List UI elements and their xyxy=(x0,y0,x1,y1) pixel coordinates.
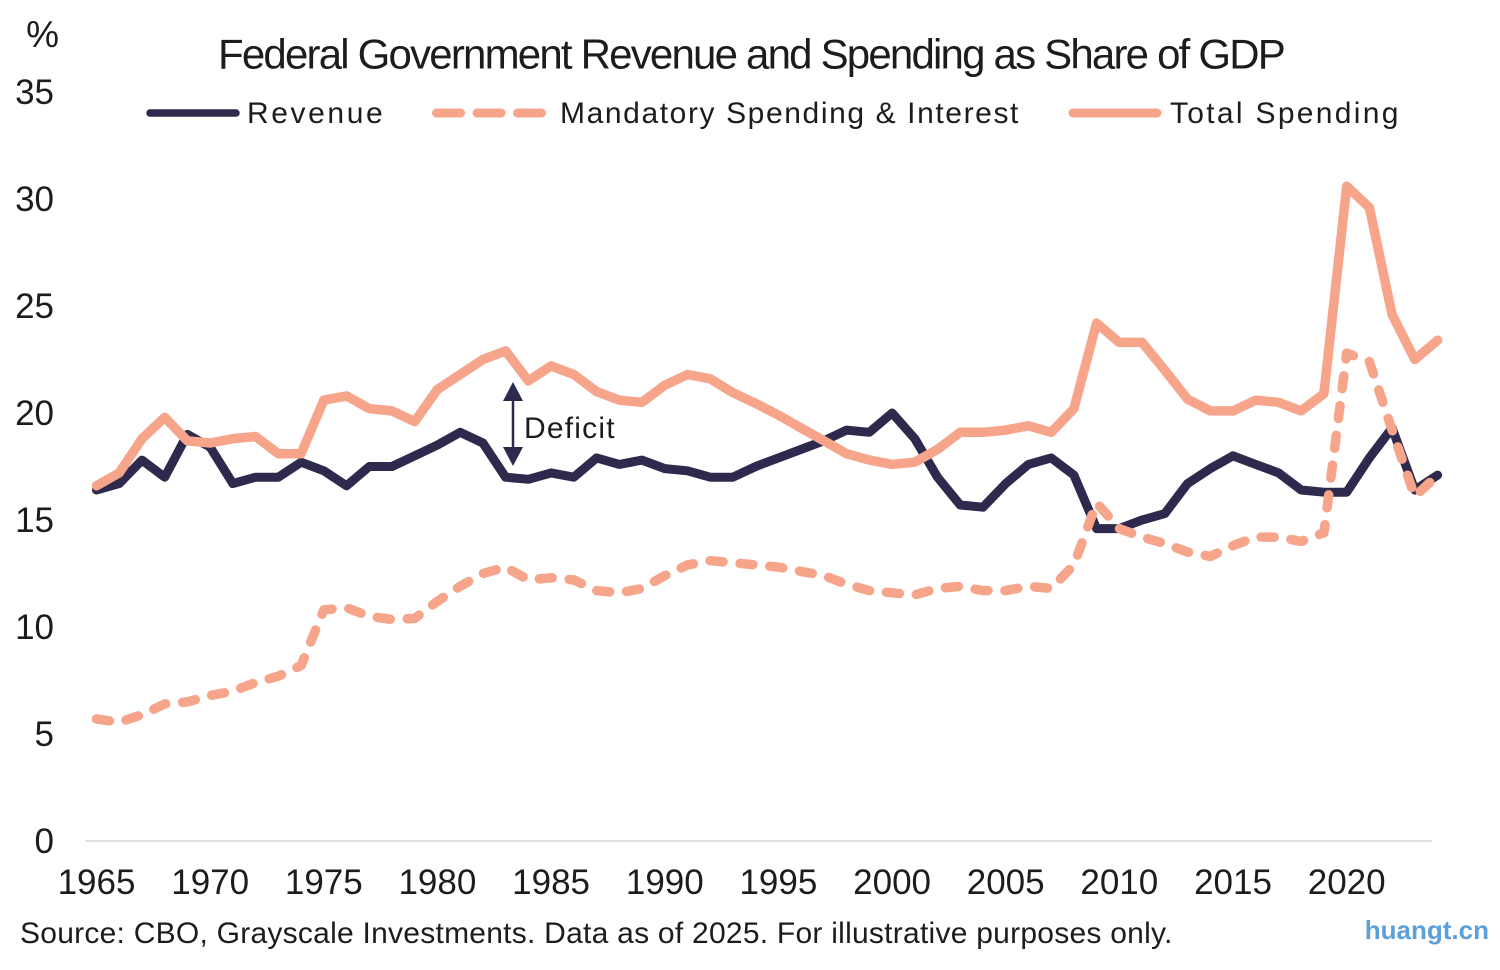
svg-text:huangt.cn: huangt.cn xyxy=(1365,915,1489,945)
svg-text:25: 25 xyxy=(15,287,54,326)
svg-text:10: 10 xyxy=(15,608,54,647)
svg-text:Federal Government Revenue and: Federal Government Revenue and Spending … xyxy=(218,31,1284,78)
svg-text:0: 0 xyxy=(35,822,54,861)
svg-text:15: 15 xyxy=(15,501,54,540)
svg-text:%: % xyxy=(26,14,59,55)
svg-text:20: 20 xyxy=(15,394,54,433)
svg-text:2005: 2005 xyxy=(967,863,1045,902)
svg-text:Source: CBO, Grayscale Investm: Source: CBO, Grayscale Investments. Data… xyxy=(20,917,1173,950)
svg-text:2000: 2000 xyxy=(853,863,931,902)
svg-text:1985: 1985 xyxy=(512,863,590,902)
svg-text:2015: 2015 xyxy=(1194,863,1272,902)
svg-text:1975: 1975 xyxy=(285,863,363,902)
svg-text:1995: 1995 xyxy=(739,863,817,902)
svg-text:5: 5 xyxy=(35,715,54,754)
svg-text:1965: 1965 xyxy=(58,863,136,902)
svg-text:1980: 1980 xyxy=(398,863,476,902)
svg-text:Mandatory Spending & Interest: Mandatory Spending & Interest xyxy=(560,97,1020,130)
svg-text:Revenue: Revenue xyxy=(247,97,385,130)
svg-text:2020: 2020 xyxy=(1308,863,1386,902)
svg-text:2010: 2010 xyxy=(1080,863,1158,902)
svg-text:1990: 1990 xyxy=(626,863,704,902)
svg-text:Deficit: Deficit xyxy=(524,412,616,445)
svg-text:1970: 1970 xyxy=(171,863,249,902)
svg-text:Total Spending: Total Spending xyxy=(1170,97,1401,130)
svg-text:35: 35 xyxy=(15,73,54,112)
svg-text:30: 30 xyxy=(15,180,54,219)
